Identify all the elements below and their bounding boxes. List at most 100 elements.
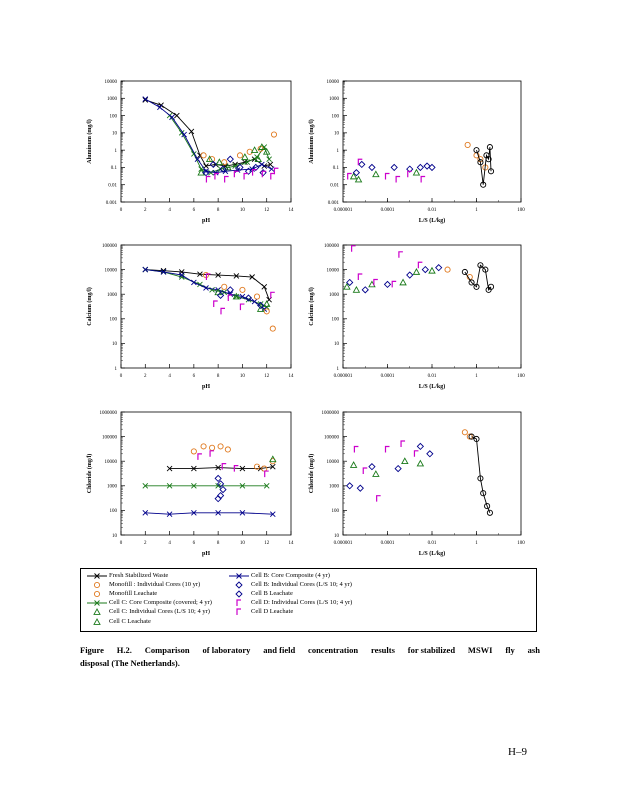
y-tick-label: 10000 [327,268,340,273]
data-point [200,152,207,159]
data-point [203,163,209,169]
caption-word: Figure [80,645,104,655]
data-point [142,509,149,516]
x-tick-label: 6 [193,541,196,546]
data-point [236,152,244,159]
data-point [233,170,239,178]
data-point [485,156,492,163]
x-tick-label: 8 [217,374,220,379]
y-tick-label: 0.01 [330,184,339,189]
series-1 [343,266,436,293]
series-1 [349,457,425,477]
caption-word: concentration [308,645,359,655]
data-point [428,163,436,172]
data-point [227,294,233,302]
y-axis-label: Aluminum (mg/l) [308,119,315,164]
data-point [372,170,380,178]
data-point [368,463,376,471]
data-point [257,301,265,310]
data-point [270,291,275,299]
y-tick-label: 0.001 [106,201,118,206]
y-tick-label: 100 [110,509,118,514]
data-point [373,278,378,286]
data-point [219,165,227,173]
caption-word: Comparison [144,645,190,655]
data-point [400,440,406,448]
data-point [262,147,271,155]
data-point [257,301,264,307]
data-point [236,163,244,172]
y-tick-label: 10000 [105,80,118,85]
data-point [239,286,246,293]
legend-marker-icon [236,599,241,606]
y-tick-label: 1000 [329,293,340,298]
data-point [461,429,468,436]
data-point [486,509,493,516]
series-6 [205,167,279,183]
legend-label: Monofill : Individual Cores (10 yr) [109,581,201,588]
data-point [232,292,241,300]
data-point [216,291,225,299]
x-tick-label: 100 [517,208,525,213]
caption-word: of laboratory [202,645,251,655]
legend-marker [94,600,100,606]
data-point [191,482,197,489]
series-line [169,466,273,470]
caption-line-1: Figure H.2. Comparison of laboratory and fie… [80,644,540,657]
data-point [259,161,265,168]
chart-ca-ls: 100000 10000 1000 100 10 1 0.000001 0.0001 0.01 1… [308,244,525,390]
x-tick-label: 4 [168,374,171,379]
data-point [349,461,358,468]
data-point [372,470,380,477]
y-axis-label: Aluminum (mg/l) [86,119,93,164]
y-tick-label: 10000 [327,80,340,85]
y-tick-label: 100000 [324,244,340,249]
y-tick-label: 100 [110,114,118,119]
data-point [166,511,173,518]
data-point [270,131,278,138]
legend-marker [93,581,101,589]
x-tick-label: 0.01 [428,541,437,546]
x-tick-label: 14 [289,541,295,546]
caption-word: and field [263,645,296,655]
data-point [166,465,173,472]
data-point [169,114,175,121]
series-line [476,147,492,185]
legend-label: Cell D Leachate [251,608,294,615]
y-tick-label: 1 [115,149,118,154]
data-point [251,169,257,176]
data-point [191,465,197,472]
data-point [264,470,269,478]
data-point [219,485,227,494]
x-tick-label: 6 [193,374,196,379]
data-point [468,433,475,440]
y-tick-label: 1000 [329,97,340,102]
series-0 [142,97,274,169]
y-tick-label: 10 [112,132,118,137]
data-point [160,269,167,275]
x-tick-label: 1 [475,208,478,213]
data-point [261,306,268,312]
legend-marker-icon [236,608,241,615]
legend-marker-icon [87,573,107,579]
series-2 [346,442,434,492]
data-point [352,168,361,177]
x-tick-label: 8 [217,541,220,546]
data-point [261,283,268,290]
plot-frame [120,411,292,536]
data-point [468,279,475,286]
legend-marker-icon [93,608,101,615]
data-point [391,280,397,288]
data-point [142,482,149,489]
caption-line-2: disposal (The Netherlands). [80,658,180,668]
y-tick-label: 10 [334,132,340,137]
data-point [250,146,259,153]
y-tick-label: 0.01 [108,184,117,189]
data-point [416,442,425,451]
data-point [349,172,358,180]
data-point [217,443,224,450]
legend-marker [93,590,101,598]
x-tick-label: 12 [264,208,270,213]
